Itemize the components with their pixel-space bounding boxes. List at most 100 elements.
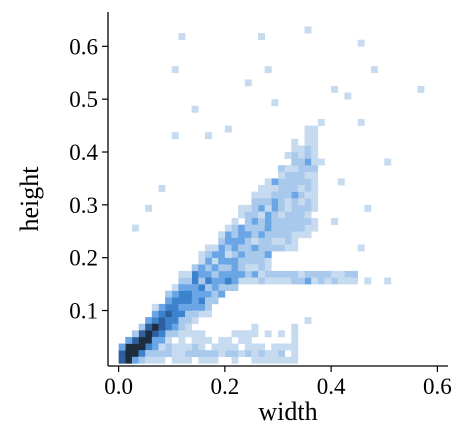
histogram-bin — [291, 191, 299, 199]
histogram-bin — [251, 251, 259, 258]
histogram-bin — [191, 264, 199, 272]
histogram-bin — [185, 290, 192, 298]
histogram-bin — [244, 277, 252, 285]
histogram-bin — [258, 257, 266, 265]
histogram-bin — [165, 317, 173, 325]
histogram-bin — [125, 336, 133, 344]
histogram-bin — [204, 264, 212, 272]
histogram-bin — [198, 336, 206, 344]
histogram-bin — [218, 244, 226, 252]
histogram-bin — [158, 350, 166, 358]
histogram-bin — [291, 198, 299, 206]
histogram-bin — [185, 284, 192, 292]
histogram-bin — [171, 310, 179, 318]
histogram-bin — [264, 178, 272, 186]
histogram-bin — [145, 204, 153, 212]
histogram-bin — [278, 165, 285, 173]
histogram-bin — [191, 290, 199, 298]
histogram-bin — [278, 218, 285, 225]
histogram-bin — [297, 204, 305, 212]
histogram-bin — [231, 270, 239, 278]
histogram-bin — [204, 336, 212, 344]
histogram-bin — [231, 343, 239, 351]
histogram-bin — [138, 356, 146, 364]
histogram-bin — [145, 323, 153, 331]
histogram-bin — [178, 310, 186, 318]
histogram-bin — [291, 171, 299, 179]
histogram-bin — [291, 330, 299, 338]
histogram-bin — [304, 152, 312, 159]
histogram-bin — [131, 343, 139, 351]
histogram-bin — [178, 290, 186, 298]
histogram-bin — [204, 297, 212, 305]
histogram-bin — [258, 211, 266, 219]
histogram-bin — [297, 270, 305, 278]
histogram-bin — [271, 185, 279, 192]
histogram-bin — [218, 257, 226, 265]
histogram-bin — [284, 185, 292, 192]
histogram-bin — [204, 132, 212, 140]
histogram-bin — [185, 303, 192, 311]
histogram-bin — [244, 204, 252, 212]
histogram-bin — [185, 356, 192, 364]
histogram-bin — [311, 138, 319, 146]
histogram-bin — [278, 270, 285, 278]
histogram-bin — [198, 310, 206, 318]
histogram-bin — [185, 323, 192, 331]
histogram-bin — [264, 264, 272, 272]
histogram-bin — [211, 290, 219, 298]
histogram-bin — [191, 317, 199, 325]
histogram-bin — [297, 211, 305, 219]
histogram-bin — [291, 244, 299, 252]
histogram-bin — [278, 231, 285, 239]
histogram-bin — [251, 277, 259, 285]
histogram-bin — [251, 237, 259, 245]
histogram-bin — [131, 224, 139, 232]
histogram-bin — [258, 277, 266, 285]
x-tick-label: 0.6 — [423, 374, 452, 399]
histogram-bin — [311, 158, 319, 166]
histogram-bin — [185, 343, 192, 351]
histogram-bin — [191, 297, 199, 305]
histogram-bin — [204, 277, 212, 285]
histogram-bin — [291, 211, 299, 219]
histogram-bin — [224, 336, 232, 344]
histogram-bin — [271, 191, 279, 199]
histogram-bin — [264, 191, 272, 199]
histogram-bin — [291, 178, 299, 186]
histogram-bin — [158, 185, 166, 192]
histogram-bin — [271, 224, 279, 232]
histogram-bin — [258, 350, 266, 358]
histogram-bin — [304, 270, 312, 278]
histogram-bin — [258, 237, 266, 245]
histogram-bin — [185, 277, 192, 285]
histogram-bin — [204, 257, 212, 265]
histogram-bin — [297, 198, 305, 206]
histogram-bin — [311, 152, 319, 159]
histogram-bin — [357, 39, 365, 47]
histogram-bin — [291, 185, 299, 192]
histogram-bin — [278, 356, 285, 364]
histogram-bin — [297, 158, 305, 166]
histogram-bin — [284, 152, 292, 159]
histogram-bin — [244, 79, 252, 87]
histogram-bin — [258, 244, 266, 252]
histogram-bin — [178, 33, 186, 41]
histogram-bin — [198, 356, 206, 364]
histogram-bin — [258, 198, 266, 206]
histogram-bin — [211, 350, 219, 358]
y-tick-label: 0.2 — [69, 246, 98, 271]
histogram-bin — [185, 317, 192, 325]
histogram-bin — [284, 237, 292, 245]
histogram-bin — [138, 330, 146, 338]
histogram-bin — [244, 237, 252, 245]
histogram-bin — [211, 284, 219, 292]
histogram-bin — [284, 165, 292, 173]
histogram-bin — [198, 264, 206, 272]
histogram-bin — [165, 310, 173, 318]
histogram-bin — [244, 218, 252, 225]
histogram-bin — [370, 66, 378, 74]
histogram-bin — [271, 211, 279, 219]
histogram-bin — [258, 343, 266, 351]
histogram-bin — [178, 270, 186, 278]
